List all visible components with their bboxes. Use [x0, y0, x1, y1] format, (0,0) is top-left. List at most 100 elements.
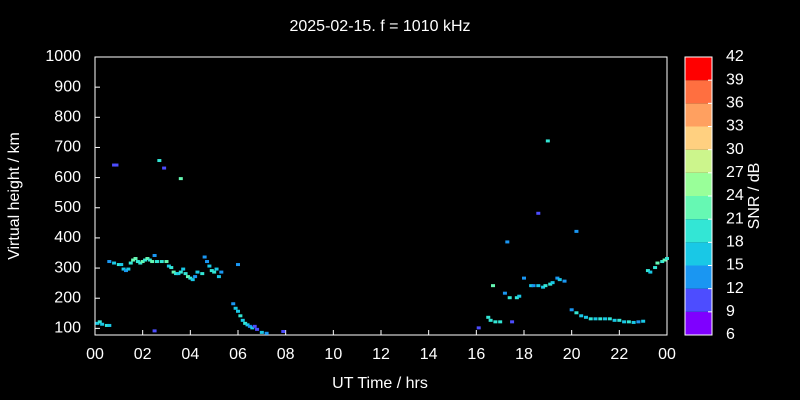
x-tick-label: 12 — [372, 346, 390, 363]
colorbar-block — [685, 172, 712, 196]
data-point — [491, 284, 496, 288]
data-point — [181, 267, 186, 271]
y-tick-label: 600 — [54, 169, 81, 186]
y-tick-label: 400 — [54, 229, 81, 246]
data-point — [243, 321, 248, 325]
data-point — [112, 163, 117, 167]
data-point — [107, 323, 112, 327]
data-point — [121, 267, 126, 271]
data-point — [574, 311, 579, 315]
data-point — [150, 260, 155, 264]
y-tick-label: 200 — [54, 289, 81, 306]
colorbar-block — [685, 219, 712, 243]
data-point — [529, 284, 534, 288]
data-point — [648, 270, 653, 274]
data-point — [569, 308, 574, 312]
data-point — [631, 320, 636, 324]
data-point — [252, 324, 257, 328]
data-point — [209, 269, 214, 273]
data-point — [536, 284, 541, 288]
colorbar-tick-label: 42 — [726, 48, 744, 65]
colorbar-tick-label: 24 — [726, 187, 744, 204]
data-point — [178, 177, 183, 181]
y-axis-label: Virtual height / km — [6, 132, 23, 260]
x-tick-label: 06 — [229, 346, 247, 363]
x-tick-label: 18 — [515, 346, 533, 363]
colorbar-tick-label: 33 — [726, 118, 744, 135]
plot-frame — [94, 56, 668, 336]
data-point — [662, 258, 667, 262]
data-point — [488, 318, 493, 322]
colorbar-tick-label: 39 — [726, 71, 744, 88]
data-point — [583, 315, 588, 319]
data-point — [138, 261, 143, 265]
data-point — [190, 278, 195, 282]
x-tick-label: 20 — [563, 346, 581, 363]
data-point — [171, 270, 176, 274]
colorbar-tick-label: 30 — [726, 141, 744, 158]
data-point — [543, 284, 548, 288]
data-point — [174, 272, 179, 276]
x-tick-label: 22 — [610, 346, 628, 363]
data-point — [247, 324, 252, 328]
data-point — [207, 264, 212, 268]
data-point — [665, 257, 669, 261]
data-point — [281, 329, 286, 333]
colorbar-block — [685, 288, 712, 312]
data-point — [541, 285, 546, 289]
data-point — [555, 276, 560, 280]
data-point — [655, 261, 660, 265]
data-point — [250, 326, 255, 330]
colorbar-label: SNR / dB — [746, 163, 763, 230]
data-point — [100, 322, 105, 326]
data-point — [593, 317, 598, 321]
data-point — [505, 240, 510, 244]
data-point — [493, 320, 498, 324]
y-tick-label: 300 — [54, 259, 81, 276]
data-point — [162, 166, 167, 170]
data-point — [219, 270, 224, 274]
y-tick-label: 900 — [54, 78, 81, 95]
data-point — [536, 211, 541, 215]
data-point — [612, 318, 617, 322]
data-point — [95, 321, 100, 325]
data-point — [233, 306, 238, 310]
data-point — [152, 329, 157, 333]
data-point — [622, 320, 627, 324]
data-point — [255, 327, 260, 331]
data-point — [183, 272, 188, 276]
data-point — [157, 159, 162, 163]
data-point — [641, 319, 646, 323]
data-point — [517, 294, 522, 298]
colorbar-block — [685, 126, 712, 150]
data-point — [507, 296, 512, 300]
data-point — [202, 255, 207, 259]
data-point — [603, 317, 608, 321]
colorbar-block — [685, 311, 712, 335]
data-point — [486, 315, 491, 319]
x-tick-label: 00 — [658, 346, 676, 363]
data-point — [598, 317, 603, 321]
data-point — [522, 276, 526, 280]
data-point — [653, 266, 658, 270]
data-point — [562, 279, 567, 283]
y-tick-label: 1000 — [45, 48, 81, 65]
colorbar-block — [685, 149, 712, 173]
data-point — [145, 257, 150, 261]
data-point — [645, 269, 650, 273]
data-point — [216, 275, 221, 279]
data-point — [550, 281, 555, 285]
data-point — [152, 254, 157, 258]
data-point — [97, 320, 102, 324]
data-point — [126, 267, 131, 271]
data-point — [135, 260, 140, 264]
colorbar-tick-label: 6 — [726, 326, 735, 343]
data-point — [195, 270, 200, 274]
data-point — [104, 323, 109, 327]
data-point — [159, 260, 164, 264]
x-tick-label: 10 — [324, 346, 342, 363]
colorbar-block — [685, 57, 712, 81]
data-point — [231, 302, 236, 306]
data-point — [143, 258, 148, 262]
